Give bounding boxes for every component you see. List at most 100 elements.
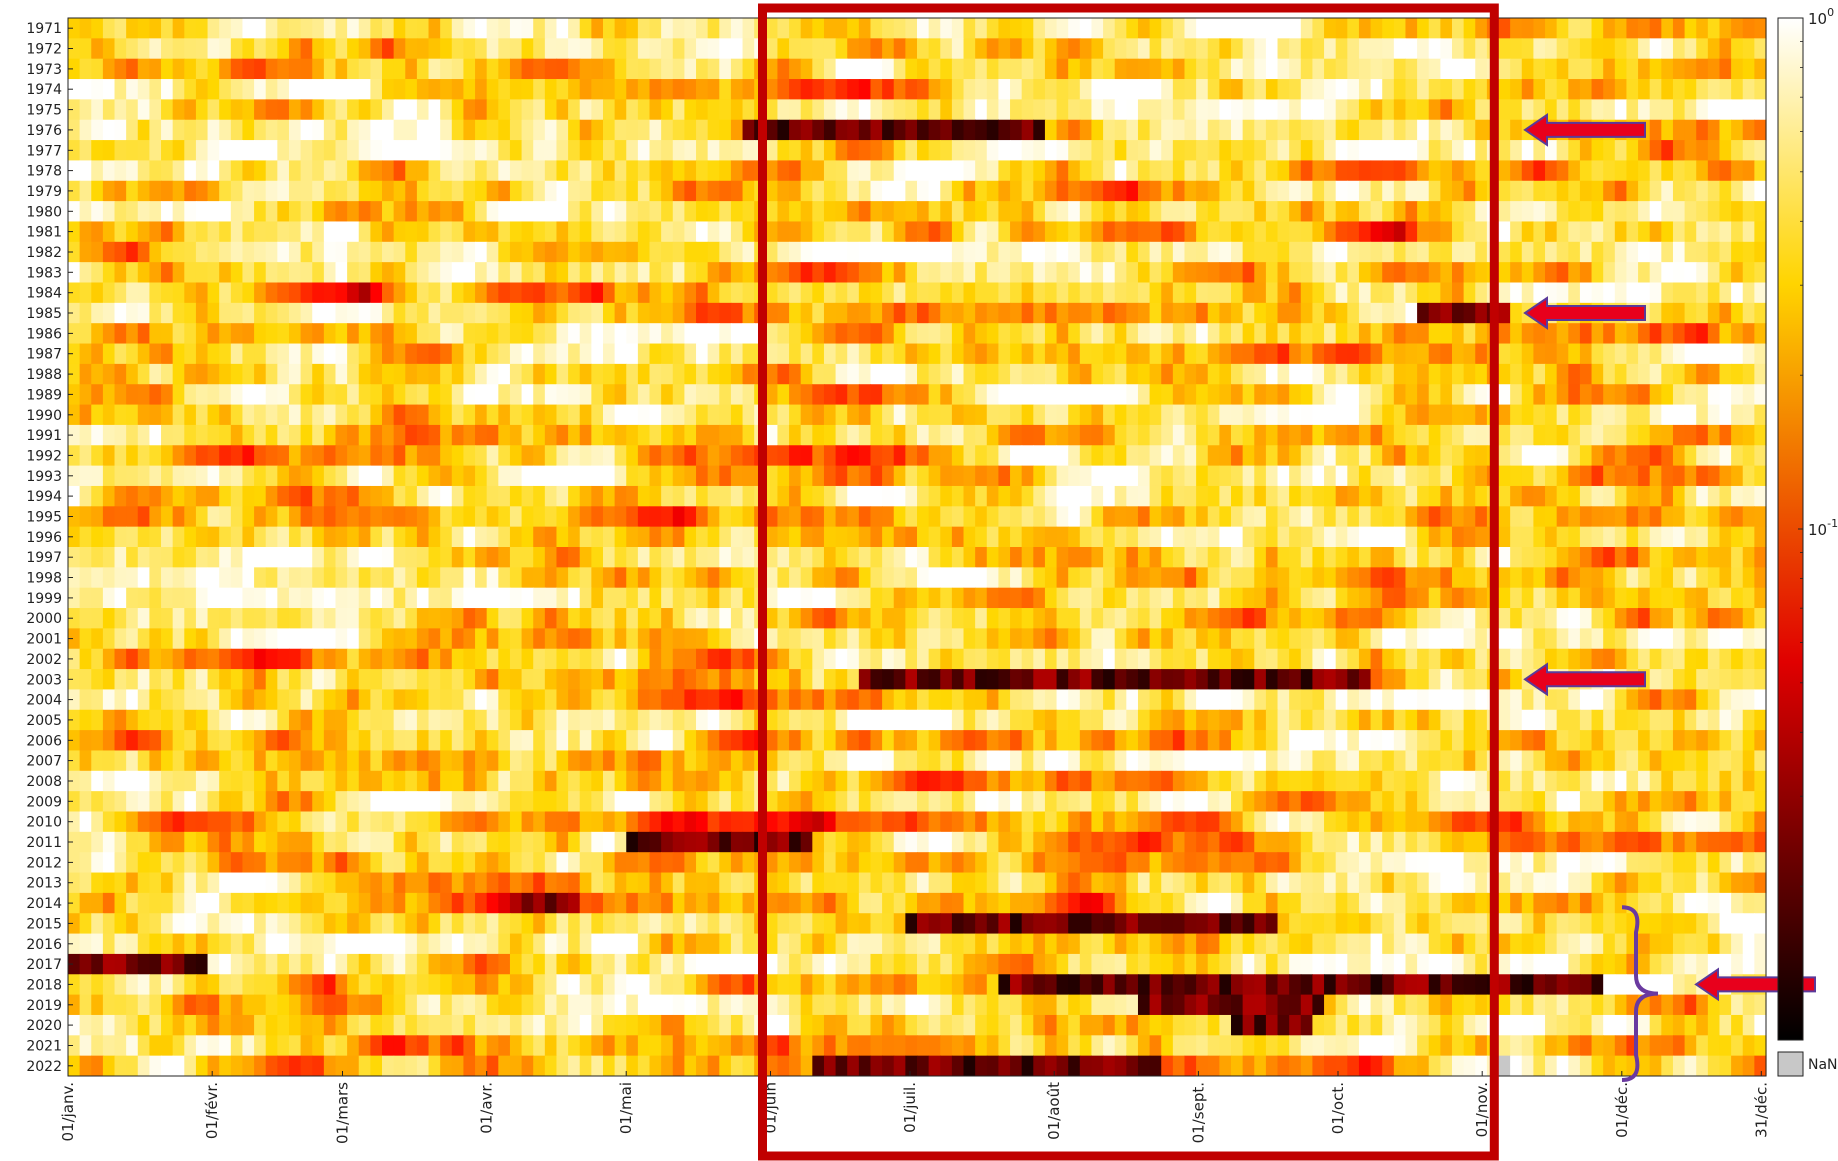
heatmap-cell <box>1707 526 1721 548</box>
heatmap-cell <box>975 669 988 690</box>
heatmap-cell <box>358 669 371 690</box>
heatmap-cell <box>1207 79 1220 100</box>
heatmap-cell <box>707 526 720 548</box>
heatmap-cell <box>591 241 604 263</box>
heatmap-cell <box>1289 262 1302 283</box>
heatmap-cell <box>661 119 674 141</box>
heatmap-cell <box>1498 221 1511 243</box>
heatmap-cell <box>498 58 511 80</box>
heatmap-cell <box>335 485 348 507</box>
heatmap-cell <box>591 648 604 670</box>
heatmap-cell <box>137 160 151 182</box>
heatmap-cell <box>102 689 116 711</box>
heatmap-cell <box>1289 119 1302 141</box>
heatmap-cell <box>882 201 895 222</box>
heatmap-cell <box>440 485 453 507</box>
heatmap-cell <box>1068 567 1081 589</box>
heatmap-cell <box>451 465 465 487</box>
heatmap-cell <box>358 608 371 629</box>
heatmap-cell <box>172 709 185 731</box>
heatmap-cell <box>1033 424 1046 446</box>
heatmap-cell <box>1161 38 1174 60</box>
heatmap-cell <box>1382 180 1395 202</box>
heatmap-cell <box>1324 445 1337 467</box>
heatmap-cell <box>242 119 255 141</box>
heatmap-cell <box>451 689 465 711</box>
heatmap-cell <box>1172 201 1186 222</box>
heatmap-cell <box>1579 201 1593 222</box>
heatmap-cell <box>277 404 290 426</box>
heatmap-cell <box>1428 58 1441 80</box>
heatmap-cell <box>1661 180 1674 202</box>
heatmap-cell <box>1568 79 1581 100</box>
heatmap-cell <box>579 18 592 39</box>
heatmap-cell <box>626 567 639 589</box>
heatmap-cell <box>300 262 313 283</box>
heatmap-cell <box>1242 201 1255 222</box>
heatmap-cell <box>1614 384 1628 405</box>
heatmap-cell <box>1056 587 1069 609</box>
heatmap-cell <box>428 567 441 589</box>
heatmap-cell <box>1649 587 1662 609</box>
heatmap-cell <box>1603 323 1616 344</box>
heatmap-cell <box>195 221 209 243</box>
heatmap-cell <box>1207 608 1220 629</box>
heatmap-cell <box>1196 241 1209 263</box>
heatmap-cell <box>661 526 674 548</box>
heatmap-cell <box>1382 18 1395 39</box>
heatmap-cell <box>975 485 988 507</box>
heatmap-cell <box>1405 506 1418 528</box>
heatmap-cell <box>1056 689 1069 711</box>
heatmap-cell <box>614 628 627 650</box>
heatmap-cell <box>1591 424 1604 446</box>
heatmap-cell <box>195 648 209 670</box>
heatmap-cell <box>1428 404 1441 426</box>
heatmap-cell <box>858 689 872 711</box>
heatmap-cell <box>451 547 465 568</box>
heatmap-cell <box>1417 384 1430 405</box>
heatmap-cell <box>149 363 162 385</box>
heatmap-cell <box>998 18 1011 39</box>
heatmap-cell <box>1754 608 1767 629</box>
heatmap-cell <box>649 526 662 548</box>
heatmap-cell <box>661 363 674 385</box>
heatmap-cell <box>893 180 906 202</box>
heatmap-cell <box>1533 323 1546 344</box>
heatmap-cell <box>870 648 883 670</box>
heatmap-cell <box>195 404 209 426</box>
heatmap-cell <box>765 669 779 690</box>
heatmap-cell <box>637 506 651 528</box>
heatmap-cell <box>1265 343 1279 365</box>
heatmap-cell <box>1545 262 1558 283</box>
heatmap-cell <box>1091 587 1104 609</box>
heatmap-cell <box>68 99 81 121</box>
heatmap-cell <box>1091 119 1104 141</box>
heatmap-cell <box>672 262 685 283</box>
heatmap-cell <box>1533 485 1546 507</box>
heatmap-cell <box>451 526 465 548</box>
heatmap-cell <box>719 323 732 344</box>
heatmap-cell <box>137 140 151 161</box>
heatmap-cell <box>765 58 779 80</box>
heatmap-cell <box>649 669 662 690</box>
heatmap-cell <box>312 99 325 121</box>
heatmap-cell <box>591 262 604 283</box>
heatmap-cell <box>219 608 232 629</box>
heatmap-cell <box>265 709 278 731</box>
heatmap-cell <box>1405 140 1418 161</box>
heatmap-cell <box>172 58 185 80</box>
heatmap-cell <box>1754 567 1767 589</box>
heatmap-cell <box>1114 547 1127 568</box>
heatmap-cell <box>1231 404 1244 426</box>
heatmap-cell <box>975 608 988 629</box>
heatmap-cell <box>602 689 616 711</box>
heatmap-cell <box>335 282 348 304</box>
heatmap-cell <box>719 58 732 80</box>
heatmap-cell <box>626 608 639 629</box>
heatmap-cell <box>730 384 744 405</box>
heatmap-cell <box>1219 323 1232 344</box>
heatmap-cell <box>393 526 406 548</box>
heatmap-cell <box>1498 526 1511 548</box>
heatmap-cell <box>1533 282 1546 304</box>
heatmap-cell <box>1254 18 1267 39</box>
